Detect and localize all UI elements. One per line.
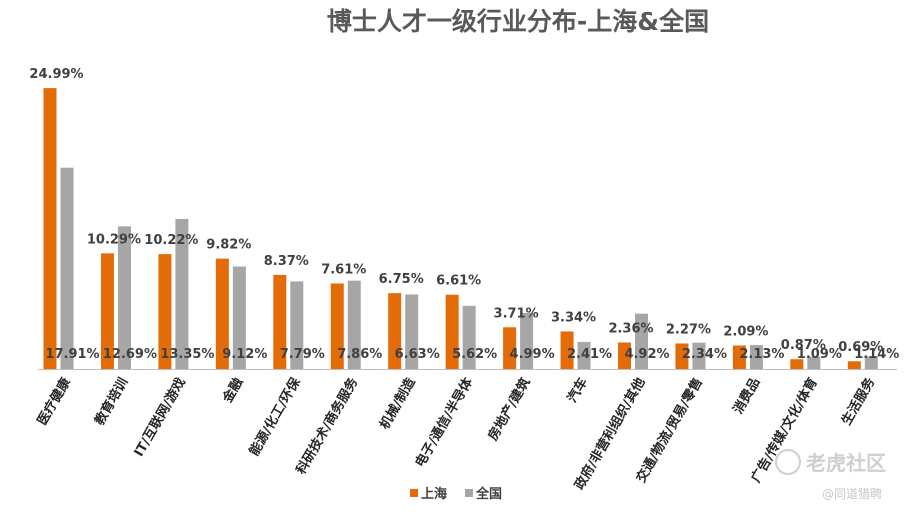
category-label-11: 交通/物流/贸易/零售: [633, 375, 706, 485]
watermark-brand: 老虎社区: [806, 451, 886, 475]
bar-shanghai-3: [215, 258, 229, 369]
bar-national-5: [347, 280, 361, 369]
chart-title: 博士人才一级行业分布-上海&全国: [327, 7, 709, 36]
value-label-national-2: 13.35%: [160, 347, 214, 362]
category-label-1: 教育培训: [91, 375, 131, 429]
bar-national-8: [520, 312, 534, 369]
bar-shanghai-6: [388, 293, 402, 369]
value-label-shanghai-3: 9.82%: [206, 238, 251, 253]
bar-shanghai-5: [330, 283, 344, 369]
category-label-4: 能源/化工/环保: [246, 374, 304, 459]
bar-shanghai-9: [560, 331, 574, 369]
value-label-shanghai-0: 24.99%: [29, 67, 83, 82]
value-label-shanghai-6: 6.75%: [379, 272, 424, 287]
bar-national-14: [864, 356, 878, 369]
value-label-national-9: 2.41%: [567, 347, 612, 362]
legend-label-shanghai: 上海: [421, 486, 447, 502]
value-label-national-1: 12.69%: [103, 347, 157, 362]
value-label-shanghai-2: 10.22%: [144, 233, 198, 248]
bar-national-4: [290, 281, 304, 369]
value-label-shanghai-5: 7.61%: [321, 262, 366, 277]
bar-shanghai-14: [847, 361, 861, 369]
watermark-handle: @同道猎聘: [822, 487, 882, 501]
value-label-national-13: 1.09%: [797, 347, 842, 362]
value-label-national-0: 17.91%: [45, 347, 99, 362]
value-label-shanghai-14: 0.69%: [838, 340, 883, 355]
value-label-shanghai-1: 10.29%: [87, 232, 141, 247]
value-label-shanghai-13: 0.87%: [781, 338, 826, 353]
category-label-6: 机械/制造: [376, 374, 419, 432]
value-label-shanghai-10: 2.36%: [608, 321, 653, 336]
bar-national-3: [232, 266, 246, 369]
bar-national-2: [175, 218, 189, 369]
bar-shanghai-1: [100, 253, 114, 369]
legend-swatch-national: [465, 489, 473, 497]
value-label-shanghai-8: 3.71%: [494, 306, 539, 321]
bar-shanghai-12: [732, 345, 746, 369]
legend-swatch-shanghai: [410, 489, 418, 497]
value-label-national-12: 2.13%: [739, 347, 784, 362]
category-label-3: 金融: [219, 375, 246, 406]
bar-national-7: [462, 305, 476, 369]
bar-national-11: [692, 342, 706, 369]
value-label-shanghai-9: 3.34%: [551, 310, 596, 325]
legend-label-national: 全国: [475, 486, 502, 502]
bar-shanghai-7: [445, 294, 459, 369]
category-label-8: 房地产/建筑: [485, 375, 534, 443]
bar-shanghai-10: [618, 342, 631, 369]
value-label-national-14: 1.14%: [854, 347, 899, 362]
bar-shanghai-4: [273, 274, 287, 369]
value-label-shanghai-11: 2.27%: [666, 322, 711, 337]
bar-shanghai-8: [503, 327, 517, 369]
category-label-12: 消费品: [730, 375, 763, 417]
bar-national-10: [635, 313, 648, 369]
value-label-shanghai-7: 6.61%: [436, 274, 481, 289]
tiger-logo-icon: [775, 449, 801, 475]
value-label-national-4: 7.79%: [280, 347, 325, 362]
category-label-7: 电子/通信/半导体: [412, 374, 477, 470]
bar-national-12: [749, 345, 763, 369]
value-label-national-6: 6.63%: [395, 347, 440, 362]
category-label-5: 科研技术/商务服务: [293, 374, 362, 477]
value-label-national-3: 9.12%: [222, 347, 267, 362]
value-labels-layer: 24.99% 17.91% 10.29% 12.69% 10.22% 13.35% 9.82…: [29, 67, 899, 362]
category-label-2: IT/互联网/游戏: [131, 375, 189, 459]
bar-national-6: [405, 294, 419, 369]
value-label-shanghai-4: 8.37%: [264, 254, 309, 269]
bar-shanghai-2: [158, 254, 172, 369]
value-label-national-7: 5.62%: [452, 347, 497, 362]
value-label-national-5: 7.86%: [337, 347, 382, 362]
bar-national-13: [807, 356, 821, 369]
bar-national-1: [117, 226, 131, 369]
bar-shanghai-0: [43, 88, 57, 369]
category-label-9: 汽车: [564, 375, 591, 406]
legend: 上海 全国: [410, 486, 502, 502]
bar-shanghai-11: [675, 343, 689, 369]
bar-national-0: [60, 167, 74, 369]
category-label-0: 医疗健康: [34, 374, 74, 428]
value-label-national-8: 4.99%: [510, 347, 555, 362]
value-label-shanghai-12: 2.09%: [723, 325, 768, 340]
bar-shanghai-13: [790, 359, 804, 369]
watermark: 老虎社区 @同道猎聘: [775, 449, 886, 501]
bar-national-9: [577, 341, 591, 369]
category-label-14: 生活服务: [838, 374, 878, 428]
bars-layer: [43, 88, 878, 369]
value-label-national-10: 4.92%: [624, 347, 669, 362]
value-label-national-11: 2.34%: [682, 347, 727, 362]
